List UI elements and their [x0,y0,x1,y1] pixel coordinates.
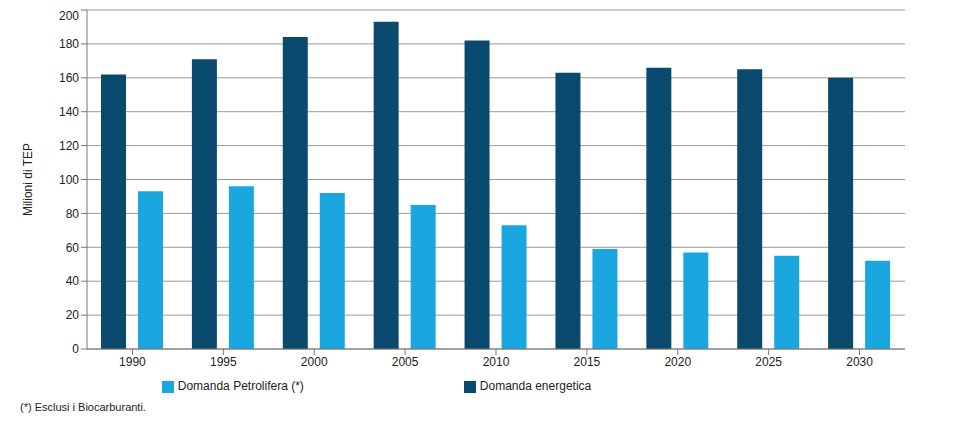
svg-text:2010: 2010 [483,355,510,369]
svg-text:1990: 1990 [119,355,146,369]
svg-text:2000: 2000 [301,355,328,369]
svg-text:100: 100 [59,173,79,187]
svg-text:80: 80 [66,207,80,221]
svg-text:2015: 2015 [574,355,601,369]
svg-text:140: 140 [59,105,79,119]
html-text:Domanda Petrolifera (*): Domanda Petrolifera (*) [177,379,304,393]
svg-text:Milioni di TEP: Milioni di TEP [21,143,35,216]
svg-text:60: 60 [66,241,80,255]
svg-text:180: 180 [59,37,79,51]
svg-text:40: 40 [66,274,80,288]
svg-text:2005: 2005 [392,355,419,369]
svg-text:1995: 1995 [210,355,237,369]
html-text:Domanda energetica: Domanda energetica [479,379,592,393]
svg-text:2025: 2025 [755,355,782,369]
svg-text:120: 120 [59,139,79,153]
svg-text:2020: 2020 [664,355,691,369]
svg-text:20: 20 [66,308,80,322]
svg-text:0: 0 [72,342,79,356]
svg-text:160: 160 [59,71,79,85]
html-text:(*) Esclusi i Biocarburanti.: (*) Esclusi i Biocarburanti. [20,401,146,413]
svg-text:200: 200 [59,9,79,23]
svg-text:2030: 2030 [846,355,873,369]
